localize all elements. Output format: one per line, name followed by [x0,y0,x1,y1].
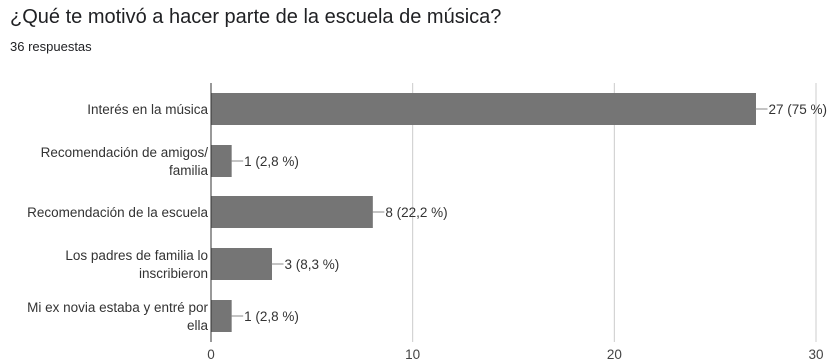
category-label: Interés en la música [87,102,208,117]
chart-title: ¿Qué te motivó a hacer parte de la escue… [10,6,502,28]
data-label: 1 (2,8 %) [244,309,299,324]
data-label: 1 (2,8 %) [244,154,299,169]
response-count: 36 respuestas [10,39,92,54]
x-tick-label: 0 [207,347,215,362]
bar [211,145,232,177]
data-label: 8 (22,2 %) [385,205,447,220]
category-label: inscribieron [139,266,208,281]
x-tick-label: 30 [808,347,823,362]
data-label: 3 (8,3 %) [285,257,340,272]
bar [211,248,272,280]
bars [211,93,756,332]
bar [211,196,373,228]
x-tick-label: 20 [607,347,622,362]
category-label: Mi ex novia estaba y entré por [27,300,208,315]
gridlines [412,83,817,342]
bar [211,93,756,125]
category-label: Recomendación de la escuela [27,205,208,220]
category-label: ella [187,318,209,333]
category-label: Recomendación de amigos/ [41,145,209,160]
x-tick-labels: 0 10 20 30 [207,347,823,362]
bar [211,300,232,332]
x-tick-label: 10 [405,347,420,362]
category-labels: Interés en la música Recomendación de ami… [27,102,208,333]
category-label: familia [169,163,209,178]
category-label: Los padres de familia lo [65,248,208,263]
data-labels: 27 (75 %) 1 (2,8 %) 8 (22,2 %) 3 (8,3 %) 1 (… [231,102,827,324]
data-label: 27 (75 %) [769,102,828,117]
